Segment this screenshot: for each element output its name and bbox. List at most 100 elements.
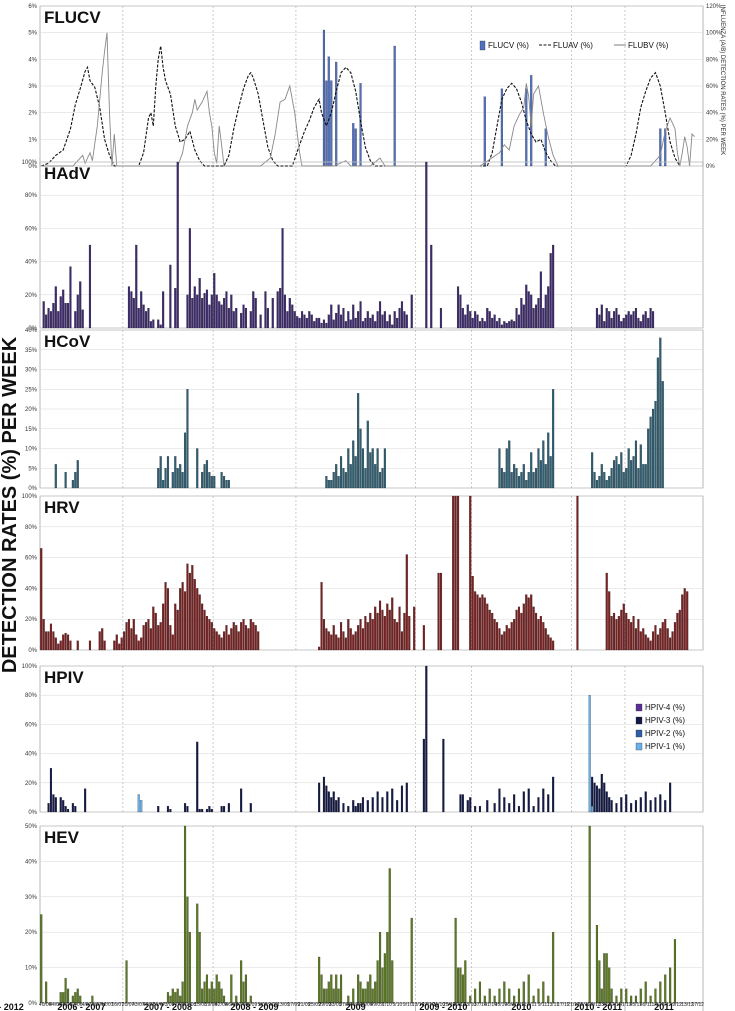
- data-bar: [259, 314, 262, 329]
- data-bar: [359, 619, 362, 651]
- hpiv-bar: [469, 797, 472, 813]
- week-tick-label: 11/08: [184, 1002, 196, 1008]
- y-tick-label: 3%: [28, 84, 37, 90]
- data-bar: [298, 317, 301, 329]
- data-bar: [183, 591, 187, 651]
- data-bar: [101, 628, 104, 651]
- hpiv-bar: [198, 808, 201, 813]
- data-bar: [242, 304, 245, 329]
- flucv-bar: [393, 45, 396, 167]
- data-bar: [673, 939, 677, 1004]
- y-tick-label: 80%: [25, 693, 38, 699]
- data-bar: [176, 161, 179, 329]
- data-bar: [522, 981, 525, 1004]
- data-bar: [537, 619, 540, 651]
- data-bar: [639, 988, 642, 1004]
- data-bar: [593, 472, 596, 489]
- data-bar: [220, 637, 223, 651]
- data-bar: [369, 612, 372, 651]
- data-bar: [220, 304, 223, 329]
- data-bar: [505, 322, 508, 329]
- data-bar: [240, 622, 243, 651]
- data-bar: [530, 594, 533, 651]
- season-label: 2006 - 2007: [57, 1002, 105, 1011]
- data-bar: [659, 337, 662, 489]
- data-bar: [600, 304, 603, 329]
- hpiv-bar: [330, 797, 333, 813]
- data-bar: [127, 619, 131, 651]
- data-bar: [342, 631, 345, 651]
- panel-title: HAdV: [44, 164, 91, 183]
- data-bar: [205, 616, 209, 651]
- data-bar: [357, 974, 360, 1004]
- week-tick-label: 17/10: [422, 1002, 435, 1008]
- data-bar: [527, 974, 530, 1004]
- data-bar: [125, 622, 128, 651]
- data-bar: [313, 321, 316, 329]
- data-bar: [456, 495, 460, 651]
- y-tick-label: 100%: [22, 494, 38, 500]
- data-bar: [676, 612, 679, 651]
- data-bar: [474, 988, 477, 1004]
- data-bar: [213, 273, 216, 329]
- data-bar: [218, 981, 221, 1004]
- data-bar: [157, 319, 160, 329]
- week-tick-label: 1/11: [517, 1002, 527, 1008]
- y-tick-label: 6%: [28, 4, 37, 10]
- data-bar: [620, 452, 623, 489]
- hpiv-bar: [405, 782, 408, 813]
- data-bar: [366, 420, 369, 489]
- data-bar: [637, 619, 640, 651]
- data-bar: [630, 314, 633, 329]
- flucv-bar: [335, 61, 338, 167]
- week-tick-label: 29/11: [588, 1002, 600, 1008]
- hpiv-bar: [227, 803, 230, 813]
- data-bar: [237, 631, 240, 651]
- data-bar: [552, 244, 555, 329]
- data-bar: [249, 619, 252, 651]
- data-bar: [235, 625, 238, 651]
- data-bar: [325, 322, 328, 329]
- y-tick-label: 80%: [25, 193, 38, 199]
- data-bar: [486, 603, 489, 651]
- data-bar: [520, 612, 523, 651]
- data-bar: [498, 317, 501, 329]
- data-bar: [62, 634, 65, 651]
- data-bar: [69, 266, 72, 329]
- data-bar: [179, 464, 182, 489]
- data-bar: [386, 603, 389, 651]
- data-bar: [376, 960, 379, 1004]
- data-bar: [352, 440, 355, 489]
- data-bar: [459, 967, 462, 1004]
- data-bar: [525, 284, 528, 329]
- hpiv-bar: [47, 803, 50, 813]
- data-bar: [103, 640, 106, 651]
- hpiv-bar: [625, 794, 628, 813]
- data-bar: [649, 416, 652, 489]
- hpiv-bar: [347, 806, 350, 813]
- right-y-tick-label: 100%: [706, 31, 722, 37]
- hpiv-bar: [391, 788, 394, 813]
- data-bar: [425, 161, 428, 329]
- data-bar: [666, 628, 669, 651]
- data-bar: [225, 480, 228, 489]
- hpiv-bar: [318, 782, 321, 813]
- data-bar: [240, 312, 243, 329]
- hpiv-bar: [639, 797, 642, 813]
- hpiv-bar: [649, 800, 652, 813]
- legend-label: HPIV-2 (%): [645, 729, 685, 738]
- hpiv-bar: [332, 791, 335, 813]
- data-bar: [42, 619, 45, 651]
- data-bar: [279, 288, 282, 329]
- hpiv-bar: [371, 797, 374, 813]
- data-bar: [381, 468, 384, 489]
- hpiv-bar: [201, 808, 204, 813]
- data-bar: [400, 631, 404, 651]
- data-bar: [205, 460, 209, 489]
- data-bar: [115, 634, 118, 651]
- data-bar: [542, 307, 545, 329]
- data-bar: [186, 896, 189, 1004]
- week-tick-label: 5/10: [393, 1002, 403, 1008]
- data-bar: [191, 565, 194, 651]
- data-bar: [271, 298, 274, 329]
